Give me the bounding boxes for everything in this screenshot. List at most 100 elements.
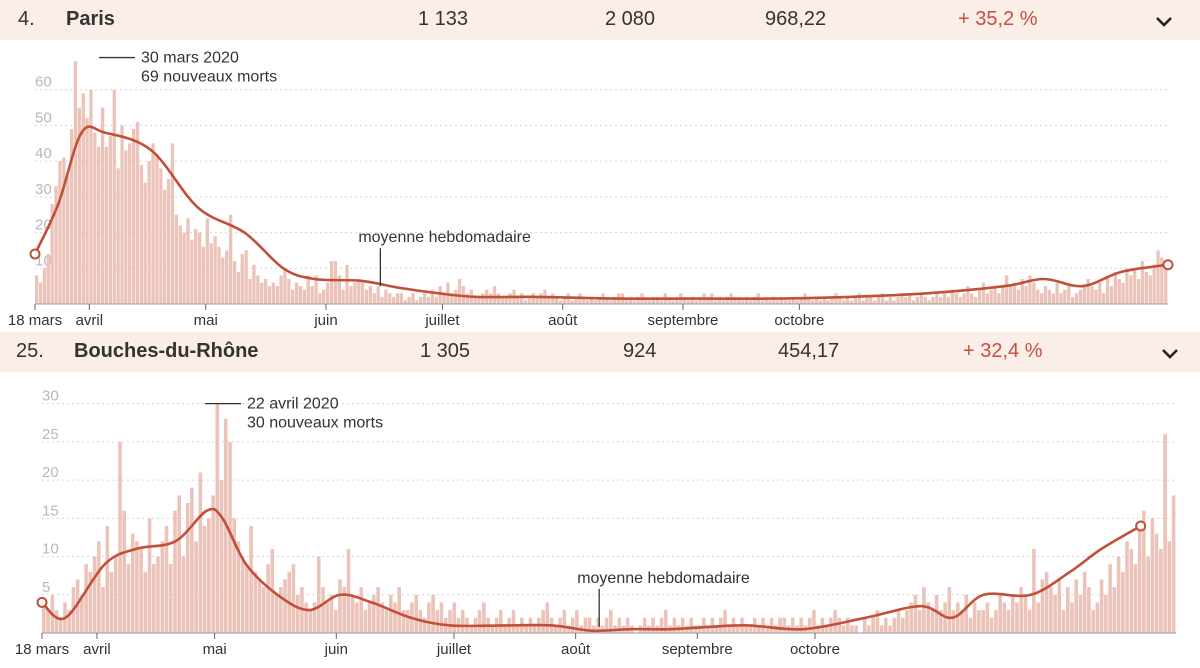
- bar: [985, 293, 989, 304]
- weekly-average-line: [41, 507, 1142, 633]
- bar: [1078, 594, 1083, 633]
- bar: [655, 296, 660, 304]
- bar: [896, 296, 900, 304]
- bar: [279, 275, 283, 304]
- bar: [85, 118, 89, 304]
- bar: [545, 602, 550, 633]
- bar: [795, 300, 799, 304]
- bar: [92, 556, 97, 633]
- department-row-bouches-du-rhone[interactable]: 25. Bouches-du-Rhône 1 305 924 454,17 + …: [0, 332, 1200, 372]
- bar: [1053, 594, 1057, 633]
- bar: [583, 617, 588, 633]
- bar: [667, 296, 671, 304]
- bar: [909, 602, 913, 633]
- bar: [240, 556, 245, 633]
- bar: [205, 218, 209, 304]
- bar: [911, 300, 916, 304]
- department-row-paris[interactable]: 4. Paris 1 133 2 080 968,22 + 35,2 %: [0, 0, 1200, 40]
- bar: [769, 617, 774, 633]
- bar: [260, 282, 264, 304]
- bar: [1078, 289, 1083, 304]
- bar: [757, 625, 761, 633]
- bar: [913, 594, 918, 633]
- bar: [1067, 286, 1071, 304]
- bar: [499, 610, 503, 633]
- bar: [596, 617, 600, 633]
- bar: [308, 610, 313, 633]
- bar: [989, 617, 994, 633]
- bar: [431, 594, 435, 633]
- average-end-point: [1162, 259, 1174, 271]
- bar: [69, 129, 74, 304]
- bar: [262, 587, 266, 633]
- chevron-down-icon[interactable]: [1158, 340, 1182, 364]
- bar: [489, 293, 493, 304]
- bar: [283, 579, 287, 633]
- bar: [304, 602, 308, 633]
- bar: [764, 296, 768, 304]
- bar: [824, 625, 829, 633]
- bar: [714, 300, 718, 304]
- bar: [415, 300, 419, 304]
- peak-deaths-label: 69 nouveaux morts: [141, 69, 277, 86]
- bar: [430, 289, 435, 304]
- bar: [274, 594, 279, 633]
- bar: [783, 300, 788, 304]
- bar: [1059, 293, 1063, 304]
- bar: [644, 296, 648, 304]
- bar: [341, 289, 345, 304]
- bar: [628, 296, 632, 304]
- x-tick-label: avril: [76, 312, 104, 329]
- bar: [35, 275, 39, 304]
- bar: [791, 296, 795, 304]
- bar: [927, 300, 931, 304]
- bar: [201, 246, 206, 304]
- bar: [368, 286, 372, 304]
- bar: [132, 129, 136, 304]
- bar: [194, 229, 198, 304]
- bar: [994, 610, 998, 633]
- bar: [1044, 571, 1049, 633]
- bar: [113, 556, 118, 633]
- chevron-down-icon[interactable]: [1152, 8, 1176, 32]
- bar: [968, 617, 973, 633]
- bar: [970, 293, 974, 304]
- x-tick-label: juin: [313, 312, 337, 329]
- bar: [833, 610, 837, 633]
- bar: [291, 289, 295, 304]
- bar: [1171, 495, 1176, 633]
- bar: [566, 625, 571, 633]
- bar: [922, 587, 926, 633]
- bar: [741, 300, 745, 304]
- bar: [1159, 548, 1163, 633]
- bar: [411, 293, 415, 304]
- bar: [845, 296, 850, 304]
- bar: [135, 121, 140, 305]
- bar: [58, 617, 63, 633]
- bar: [42, 268, 47, 304]
- bar: [570, 300, 574, 304]
- bar: [170, 143, 175, 304]
- bar: [232, 261, 237, 304]
- bar: [671, 300, 675, 304]
- bar: [609, 300, 613, 304]
- bar: [850, 625, 854, 633]
- bar: [892, 617, 897, 633]
- weekly-average-line: [33, 125, 1169, 301]
- bar: [613, 296, 617, 304]
- x-tick-label: octobre: [790, 641, 840, 658]
- bar: [1082, 286, 1086, 304]
- y-tick-label: 60: [35, 74, 52, 91]
- bar: [772, 296, 776, 304]
- bar: [333, 261, 338, 304]
- bar: [46, 610, 50, 633]
- row-value-3: 454,17: [778, 340, 840, 362]
- bar: [503, 625, 507, 633]
- bar: [1117, 279, 1121, 304]
- bar: [225, 250, 229, 304]
- bar: [683, 296, 687, 304]
- bar: [830, 296, 834, 304]
- bar: [651, 617, 655, 633]
- chart-bouches-du-rhone: 5 10 15 20 25 30 18 mars avril mai juin juillet aoû…: [0, 372, 1200, 663]
- bar: [1146, 556, 1150, 633]
